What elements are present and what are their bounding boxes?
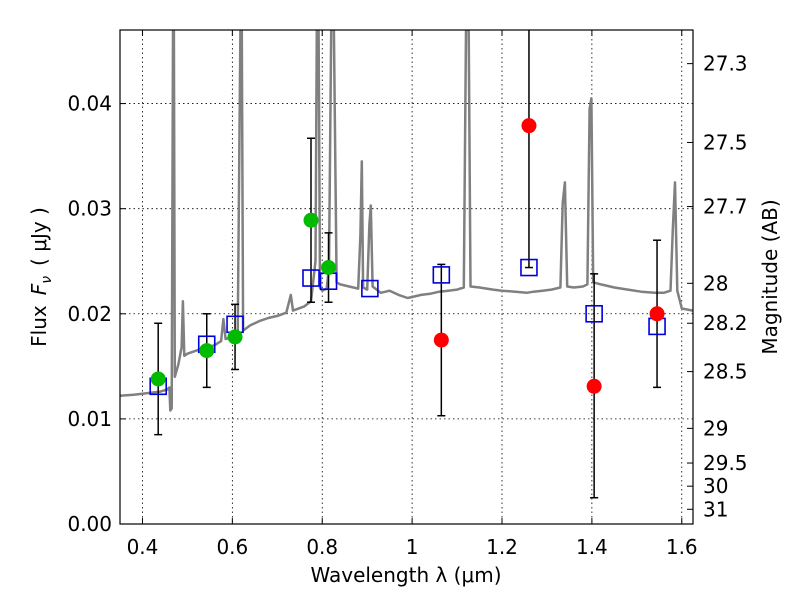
x-tick-label: 1.4 xyxy=(576,535,608,559)
y-axis-label-sub: ν xyxy=(39,276,55,284)
right-tick-label: 28.2 xyxy=(703,311,748,335)
green-data-point xyxy=(321,260,337,276)
right-tick-label: 29.5 xyxy=(703,451,748,475)
green-data-point xyxy=(303,212,319,228)
red-data-point xyxy=(433,332,449,348)
green-data-point xyxy=(227,329,243,345)
marker-layer xyxy=(149,118,666,396)
y-axis-label-unit: ( μJy ) xyxy=(27,207,51,266)
green-data-point xyxy=(150,371,166,387)
model-square-marker xyxy=(302,269,320,287)
y-tick-label: 0.03 xyxy=(67,197,112,221)
green-data-point xyxy=(199,343,215,359)
y-axis-label-group: Flux Fν ( μJy ) xyxy=(27,207,55,347)
y-tick-label: 0.04 xyxy=(67,92,112,116)
plot-area xyxy=(120,30,693,499)
y-tick-label: 0.02 xyxy=(67,302,112,326)
sed-model-line xyxy=(120,30,693,412)
plot-frame xyxy=(119,29,694,525)
model-square-marker xyxy=(361,279,379,298)
x-tick-label: 0.4 xyxy=(127,535,159,559)
right-tick-label: 31 xyxy=(703,497,728,521)
model-square-marker xyxy=(520,258,538,277)
right-tick-label: 30 xyxy=(703,474,728,498)
red-data-point xyxy=(649,306,665,322)
right-tick-label: 27.7 xyxy=(703,195,748,219)
right-tick-label: 27.3 xyxy=(703,52,748,76)
right-tick-label: 28 xyxy=(703,271,728,295)
x-tick-label: 1 xyxy=(406,535,419,559)
y-tick-label: 0.01 xyxy=(67,407,112,431)
right-tick-label: 28.5 xyxy=(703,360,748,384)
sed-layer xyxy=(120,30,693,412)
right-tick-label: 27.5 xyxy=(703,130,748,154)
y-axis-label-var: F xyxy=(27,283,51,295)
plot-background xyxy=(120,30,693,524)
ticks: 0.4 0.6 0.8 1 1.2 1.4 1.6 0.00 0.01 0.02 0.03 0.04 2… xyxy=(67,30,748,559)
x-tick-label: 0.6 xyxy=(216,535,248,559)
x-tick-label: 1.2 xyxy=(486,535,518,559)
right-tick-label: 29 xyxy=(703,416,728,440)
x-tick-label: 1.6 xyxy=(666,535,698,559)
red-data-point xyxy=(586,378,602,394)
y-axis-right-label: Magnitude (AB) xyxy=(758,199,782,354)
model-square-marker xyxy=(585,304,603,323)
red-data-point xyxy=(521,118,537,134)
model-square-marker xyxy=(432,266,451,284)
y-tick-label: 0.00 xyxy=(67,512,112,536)
y-axis-label-word: Flux xyxy=(27,305,51,347)
x-tick-label: 0.8 xyxy=(306,535,338,559)
y-axis-label: Flux Fν ( μJy ) xyxy=(27,207,55,347)
y-axis-right-label-group: Magnitude (AB) xyxy=(758,199,782,354)
x-axis-label: Wavelength λ (μm) xyxy=(310,563,501,587)
